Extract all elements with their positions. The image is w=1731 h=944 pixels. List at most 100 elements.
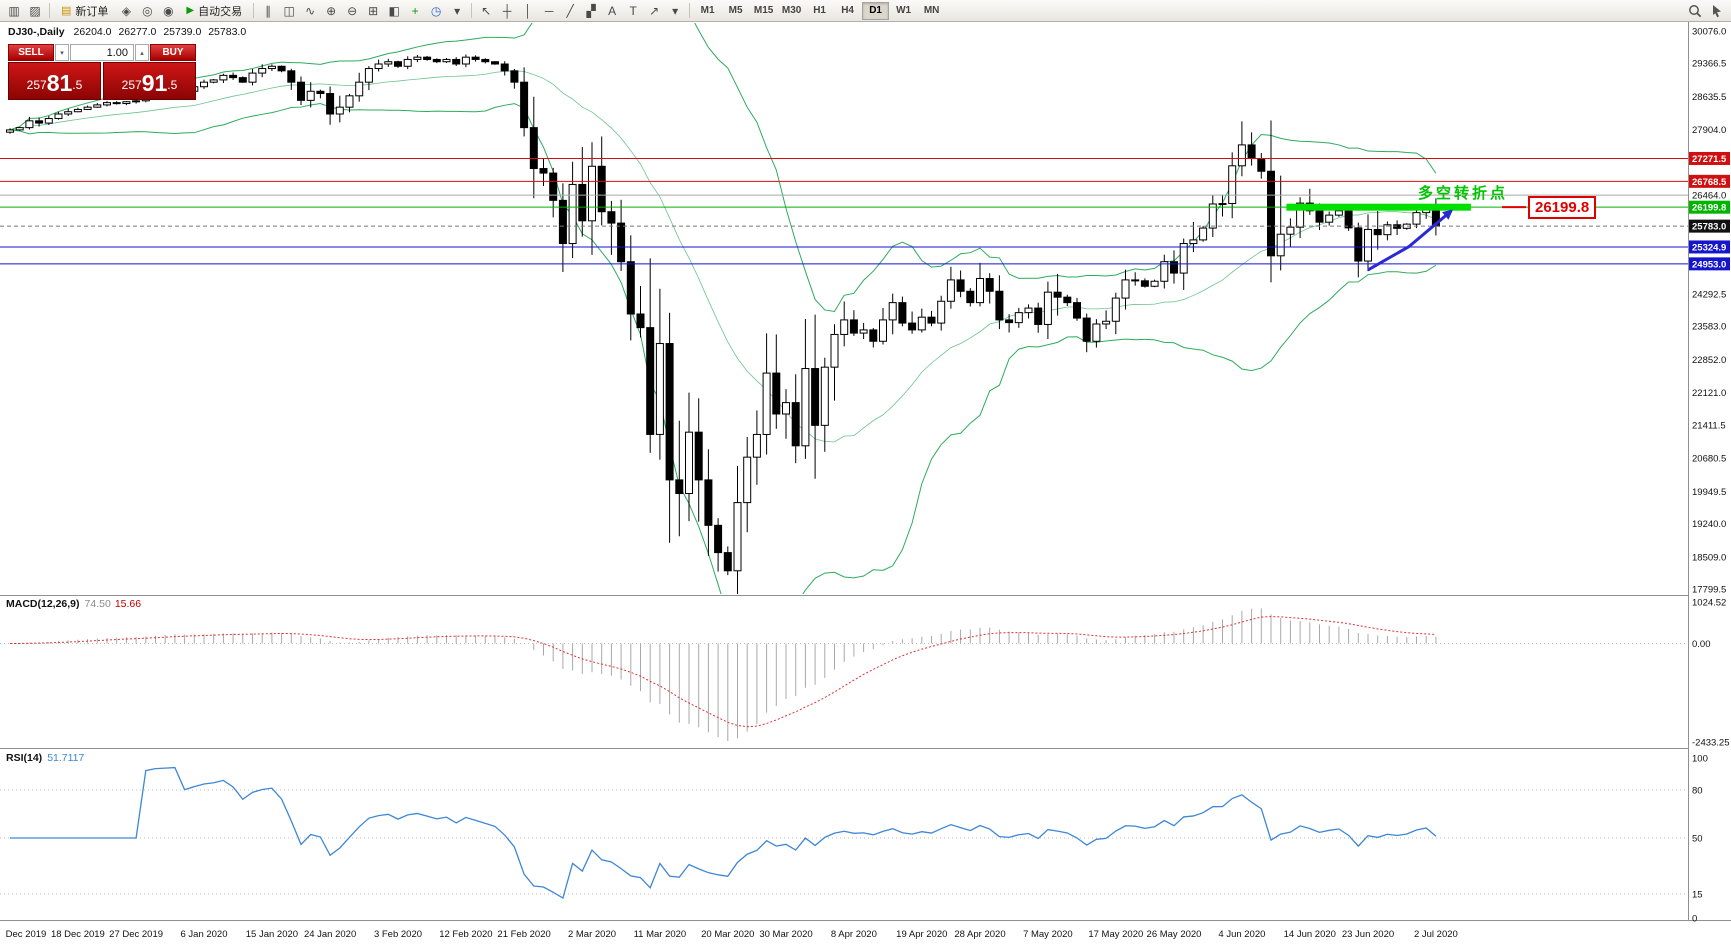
buy-button[interactable]: BUY [150,44,196,61]
vline-tool-button[interactable]: │ [518,2,538,20]
price-axis-chip [1689,200,1730,214]
time-axis-label: 23 Jun 2020 [1342,929,1394,940]
price-axis: 30076.0 29366.5 28635.5 27904.0 26464.0 24292… [1689,27,1730,596]
ohlc-high: 26277.0 [118,26,157,38]
volume-input[interactable]: 1.00 [70,44,134,61]
sell-button[interactable]: SELL [8,44,54,61]
turning-point-annotation[interactable]: 多空转折点 [1418,185,1509,202]
time-axis-label: 24 Jan 2020 [304,929,356,940]
autotrading-button[interactable]: ▶ 自动交易 [179,2,249,20]
timeframe-W1[interactable]: W1 [896,5,912,16]
volume-decrease-button[interactable]: ▾ [55,44,69,61]
price-axis-chip-label: 27271.5 [1692,154,1727,165]
sell-price-button[interactable]: 257 81.5 [8,62,101,100]
toolbar-separator [49,3,50,18]
price-axis-label: 24292.5 [1692,289,1726,300]
tile-windows-button[interactable]: ⊞ [363,2,383,20]
toolbar-left-group: ▥ ▨ [4,2,45,20]
profiles-button[interactable]: ▨ [25,2,45,20]
timeframe-D1[interactable]: D1 [862,1,890,20]
price-axis-chip-label: 25783.0 [1692,222,1726,233]
time-axis-label: 15 Jan 2020 [246,929,298,940]
navigator-icon: ◉ [163,3,174,18]
label-tool-button[interactable]: T [623,2,643,20]
price-axis-label: 19240.0 [1692,519,1726,530]
rsi-title-label: RSI(14) [6,752,43,764]
shapes-dropdown-button[interactable]: ▾ [665,2,685,20]
chart-info-line: DJ30-,Daily 26204.0 26277.0 25739.0 2578… [8,26,250,38]
buy-price-button[interactable]: 257 91.5 [103,62,196,100]
time-axis-label: 2 Jul 2020 [1414,929,1458,940]
bar-chart-mode-button[interactable]: ∥ [258,2,278,20]
new-order-button[interactable]: ▤ 新订单 [54,2,115,20]
buy-price-pip: .5 [167,78,178,92]
price-axis-strip[interactable] [1689,22,1731,920]
zoom-out-button[interactable]: ⊖ [342,2,362,20]
time-axis-label: 8 Apr 2020 [831,929,877,940]
macd-main-value: 74.50 [84,598,111,610]
add-indicator-button[interactable]: + [405,2,425,20]
text-tool-button[interactable]: A [602,2,622,20]
timeframe-H1[interactable]: H1 [813,5,826,16]
trendline-tool-icon: ╱ [566,3,574,18]
profiles-icon: ▨ [29,3,41,18]
timeframe-M30[interactable]: M30 [781,5,802,16]
price-axis-chip-label: 25324.9 [1692,242,1726,253]
timeframe-MN[interactable]: MN [923,5,940,16]
navigator-button[interactable]: ◉ [158,2,178,20]
zoom-in-button[interactable]: ⊕ [321,2,341,20]
zoom-out-icon: ⊖ [347,3,358,18]
trendline-tool-button[interactable]: ╱ [560,2,580,20]
favorites-button[interactable]: ◈ [116,2,136,20]
price-callout-label[interactable]: 26199.8 [1528,196,1597,219]
period-settings-button[interactable]: ◷ [426,2,446,20]
cursor-tool-button[interactable]: ↖ [476,2,496,20]
bar-chart-mode-icon: ∥ [265,3,272,18]
timeframe-M5[interactable]: M5 [728,5,743,16]
price-axis-label: 22852.0 [1692,355,1726,366]
timeframe-M1[interactable]: M1 [700,5,715,16]
rsi-axis-label: 15 [1692,890,1703,901]
time-axis-label: 18 Dec 2019 [51,929,105,940]
rsi-header: RSI(14) 51.7117 [6,752,84,764]
arrow-tool-icon: ↗ [649,3,660,18]
arrow-tool-button[interactable]: ↗ [644,2,664,20]
time-axis[interactable]: Dec 2019 18 Dec 2019 27 Dec 2019 6 Jan 2020… [6,929,1458,940]
data-window-button[interactable] [1707,2,1727,20]
ohlc-low: 25739.0 [163,26,202,38]
price-axis-chip [1689,257,1730,271]
search-icon [1689,4,1702,17]
hline-tool-icon: ─ [544,3,554,18]
line-mode-button[interactable]: ∿ [300,2,320,20]
chart-shift-button[interactable]: ◧ [384,2,404,20]
resistance-highlight[interactable] [1286,203,1471,211]
hline-tool-button[interactable]: ─ [539,2,559,20]
time-axis-label: 30 Mar 2020 [759,929,812,940]
price-axis-label: 21411.5 [1692,420,1726,431]
channel-tool-icon: ▞ [586,3,596,18]
price-axis-label: 22121.0 [1692,388,1726,399]
ohlc-open: 26204.0 [73,26,112,38]
tile-windows-icon: ⊞ [368,3,379,18]
zoom-in-icon: ⊕ [326,3,337,18]
one-click-trade-panel: SELL ▾ 1.00 ▴ BUY 257 81.5 257 91.5 [8,44,196,100]
price-axis-chip-label: 26199.8 [1692,203,1726,214]
new-chart-button[interactable]: ▥ [4,2,24,20]
toolbar-mid-group: ◈ ◎ ◉ [116,2,178,20]
volume-increase-button[interactable]: ▴ [135,44,149,61]
crosshair-tool-button[interactable]: ┼ [497,2,517,20]
timeframe-M15[interactable]: M15 [753,5,774,16]
new-chart-icon: ▥ [8,3,20,18]
trend-arrow[interactable] [1367,209,1453,272]
sell-price-big: 81 [46,70,73,96]
templates-dropdown-button[interactable]: ▾ [447,2,467,20]
search-button[interactable] [1685,2,1705,20]
new-order-label: 新订单 [75,5,109,18]
market-watch-button[interactable]: ◎ [137,2,157,20]
timeframe-H4[interactable]: H4 [841,5,854,16]
candle-mode-button[interactable]: ◫ [279,2,299,20]
time-axis-label: 3 Feb 2020 [374,929,422,940]
ohlc-close: 25783.0 [208,26,247,38]
channel-tool-button[interactable]: ▞ [581,2,601,20]
